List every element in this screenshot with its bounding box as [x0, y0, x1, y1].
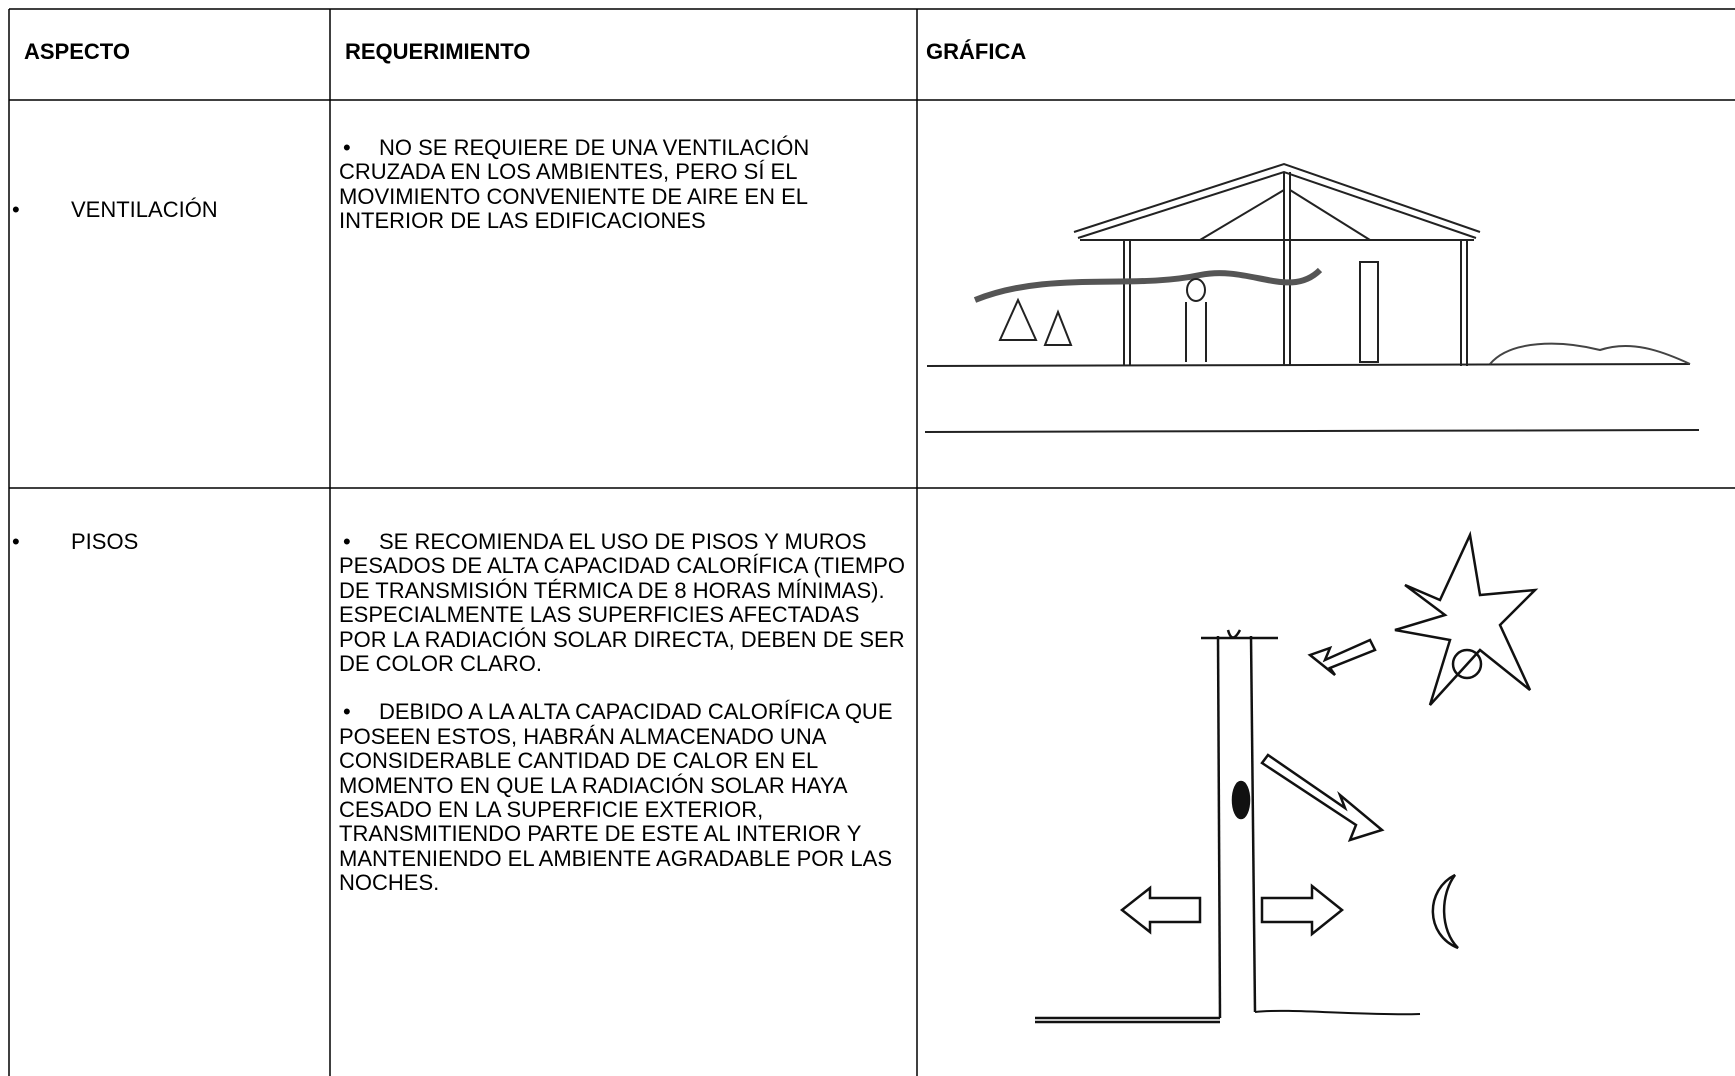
house-sketch: [924, 162, 1700, 433]
aspect: VENTILACIÓN: [12, 197, 322, 223]
requirement: NO SE REQUIERE DE UNA VENTILACIÓN CRUZAD…: [339, 135, 911, 234]
aspect: PISOS: [12, 529, 322, 555]
wall-sketch: [1035, 530, 1539, 1024]
aspect-cell: VENTILACIÓN: [12, 197, 322, 223]
requirement: SE RECOMIENDA EL USO DE PISOS Y MUROS PE…: [339, 529, 911, 676]
header-cell: GRÁFICA: [926, 39, 1027, 64]
header-cell: REQUERIMIENTO: [345, 39, 531, 64]
requirement-cell: NO SE REQUIERE DE UNA VENTILACIÓN CRUZAD…: [339, 135, 911, 234]
aspect-cell: PISOS: [12, 529, 322, 555]
requirement: DEBIDO A LA ALTA CAPACIDAD CALORÍFICA QU…: [339, 700, 911, 895]
header-cell: ASPECTO: [24, 39, 130, 64]
requirement-cell: SE RECOMIENDA EL USO DE PISOS Y MUROS PE…: [339, 529, 911, 896]
